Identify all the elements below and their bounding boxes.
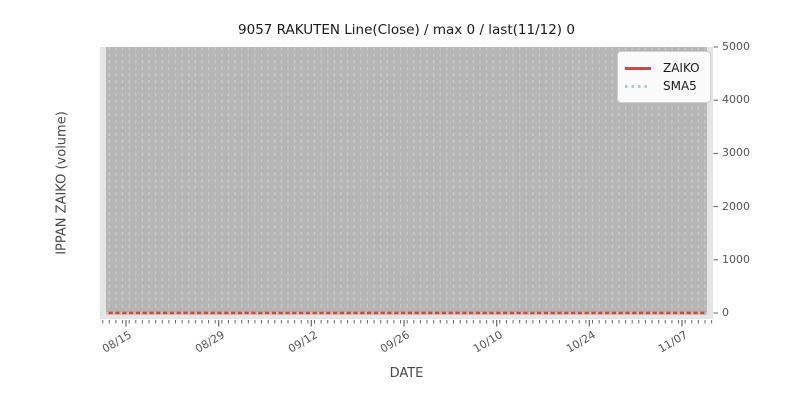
sma5-line-sample-icon [625,84,651,88]
volume-fill-region [106,47,707,314]
legend-label-sma5: SMA5 [663,79,697,93]
y-tick-label: 0 [722,306,729,319]
y-tick-label: 4000 [722,93,750,107]
y-tick-label: 5000 [722,40,750,53]
legend-row-sma5: SMA5 [625,77,702,95]
legend-row-zaiko: ZAIKO [625,59,702,77]
chart-title: 9057 RAKUTEN Line(Close) / max 0 / last(… [238,22,575,38]
legend-label-zaiko: ZAIKO [663,61,700,75]
zaiko-line-sample-icon [625,66,651,70]
legend: ZAIKO SMA5 [617,51,711,103]
y-axis-label: IPPAN ZAIKO (volume) [54,111,70,255]
y-tick-label: 3000 [722,146,750,160]
y-tick-label: 1000 [722,252,750,266]
x-axis-label: DATE [389,366,424,381]
y-tick-label: 2000 [722,199,750,213]
